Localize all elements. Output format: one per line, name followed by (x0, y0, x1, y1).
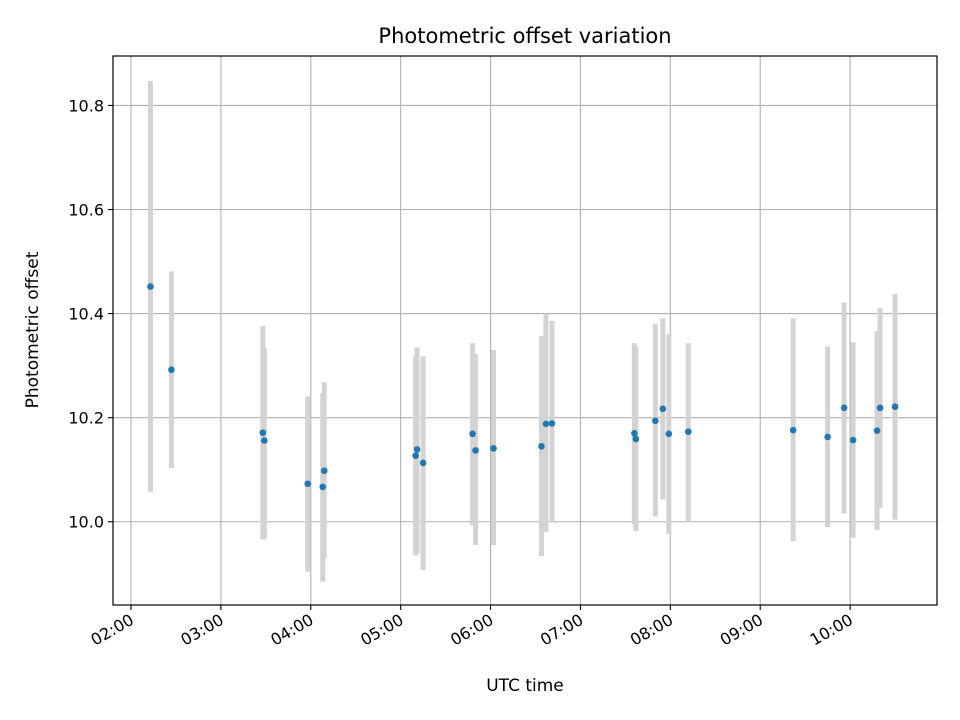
y-tick-label: 10.6 (68, 201, 104, 220)
data-points (147, 283, 899, 491)
chart-title: Photometric offset variation (378, 24, 671, 48)
data-point (490, 445, 497, 452)
data-point (632, 435, 640, 443)
data-point (413, 446, 421, 453)
x-axis-title: UTC time (486, 676, 564, 696)
data-point (469, 430, 476, 438)
data-point (319, 483, 327, 491)
data-point (412, 452, 419, 459)
data-point (685, 428, 692, 436)
data-point (849, 436, 857, 444)
data-point (665, 430, 673, 438)
y-tick-label: 10.2 (68, 409, 104, 428)
data-point (891, 403, 899, 411)
data-point (419, 459, 427, 467)
data-point (538, 442, 545, 450)
data-point (652, 417, 659, 425)
data-point (472, 447, 479, 454)
y-tick-label: 10.4 (68, 305, 104, 324)
data-point (548, 420, 556, 427)
data-point (873, 427, 881, 434)
data-point (304, 480, 312, 488)
y-tick-label: 10.0 (68, 513, 104, 532)
data-point (261, 437, 268, 444)
data-point (824, 433, 831, 441)
data-point (876, 404, 884, 412)
data-point (631, 429, 638, 437)
data-point (320, 467, 328, 475)
data-point (168, 366, 175, 374)
data-point (259, 429, 267, 437)
y-axis-title: Photometric offset (23, 251, 43, 408)
data-point (789, 426, 797, 434)
data-point (659, 405, 667, 413)
data-point (840, 404, 848, 412)
grid-lines (113, 56, 937, 605)
data-point (542, 420, 550, 428)
y-axis-ticks: 10.0 10.2 10.4 10.6 10.8 (68, 96, 113, 532)
y-tick-label: 10.8 (68, 96, 104, 115)
plot-frame (112, 55, 938, 606)
data-point (147, 283, 154, 290)
